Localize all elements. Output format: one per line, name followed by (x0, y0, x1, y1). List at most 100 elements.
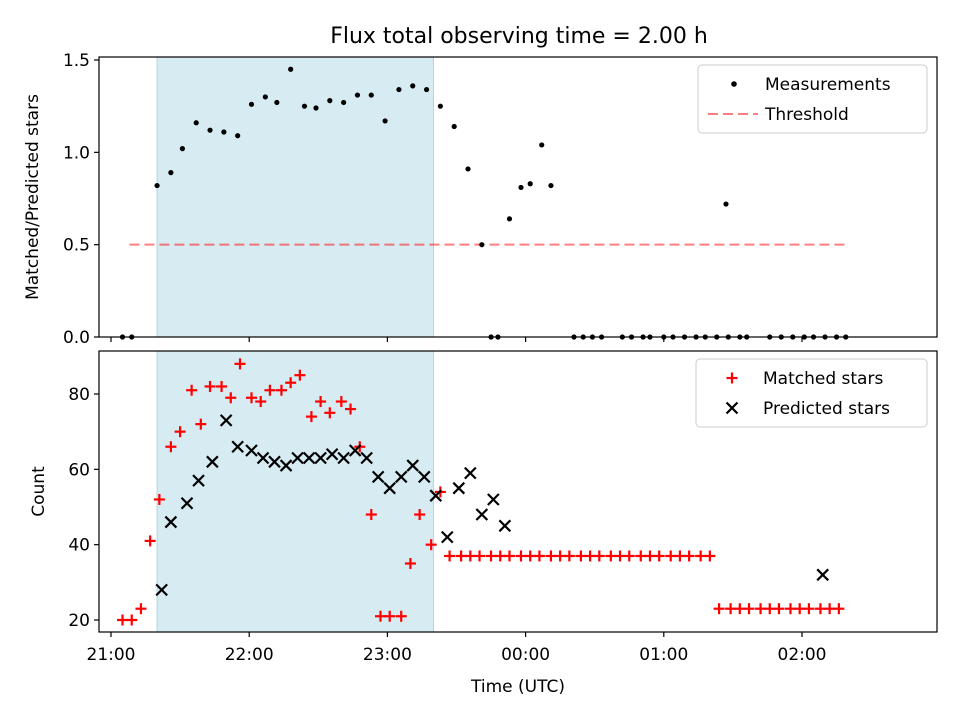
measurement-point (154, 182, 160, 189)
top-y-tick-label: 0.5 (63, 236, 90, 256)
matched-star-point (713, 603, 725, 615)
predicted-star-point (155, 583, 168, 597)
predicted-star-point (279, 459, 293, 472)
predicted-star-point (206, 455, 219, 469)
matched-star-point (246, 392, 258, 404)
measurement-point (313, 105, 319, 111)
matched-star-point (225, 392, 237, 404)
matched-star-point (324, 407, 336, 419)
matched-star-point (255, 396, 267, 408)
measurement-point (354, 92, 361, 98)
predicted-star-point (192, 474, 205, 487)
measurement-point (527, 181, 533, 187)
matched-star-point (285, 377, 297, 389)
measurement-point (235, 133, 241, 139)
measurement-point (368, 92, 374, 98)
predicted-star-point (325, 447, 339, 461)
measurement-point (274, 99, 280, 106)
matched-star-point (784, 603, 796, 615)
matched-star-point (773, 603, 785, 615)
legend-marker (726, 372, 738, 384)
bottom-panel: 20 40 60 80 21:00 22:00 23:00 00:00 01:00 02:00 C… (29, 350, 938, 697)
x-tick-label: 22:00 (225, 645, 274, 665)
bottom-axis-ticks: 20 40 60 80 21:00 22:00 23:00 00:00 01:00 02:00 (68, 385, 826, 665)
predicted-star-point (302, 451, 316, 465)
matched-star-point (485, 550, 497, 562)
legend-box (697, 64, 928, 134)
matched-star-point (404, 558, 416, 569)
matched-star-point (644, 550, 656, 562)
measurement-point (518, 184, 524, 191)
measurement-point (437, 103, 443, 109)
predicted-star-point (487, 493, 500, 506)
matched-star-point (335, 396, 347, 408)
matched-star-point (503, 550, 515, 562)
top-legend: Measurements Threshold (697, 64, 928, 134)
measurement-point (207, 127, 213, 133)
matched-star-point (444, 550, 456, 562)
measurement-point (479, 242, 485, 248)
predicted-star-point (219, 414, 233, 427)
measurement-point (539, 142, 545, 148)
matched-star-point (315, 396, 327, 408)
x-tick-label: 00:00 (501, 645, 550, 665)
matched-star-point (803, 603, 815, 615)
bottom-y-tick-label: 60 (68, 460, 90, 480)
matched-star-point (216, 380, 228, 392)
measurement-point (193, 120, 199, 126)
predicted-star-point (394, 470, 408, 484)
top-y-tick-label: 1.0 (63, 143, 90, 163)
measurement-point (423, 86, 430, 93)
matched-star-point (665, 550, 677, 562)
legend-marker (731, 81, 737, 87)
top-panel: 0.0 0.5 1.0 1.5 Matched/Predicted stars Mea… (23, 51, 938, 348)
matched-star-point (195, 418, 207, 430)
legend-label: Matched stars (763, 369, 883, 389)
matched-star-point (117, 614, 129, 626)
matched-star-point (395, 610, 407, 622)
predicted-star-point (452, 481, 466, 495)
measurement-point (301, 103, 308, 109)
predicted-star-point (429, 489, 443, 502)
predicted-star-point (498, 519, 512, 533)
matched-star-point (144, 535, 156, 547)
predicted-star-point (475, 508, 489, 521)
predicted-star-point (256, 451, 270, 465)
matched-star-point (533, 550, 545, 562)
x-tick-label: 23:00 (363, 645, 412, 665)
measurement-point (548, 182, 554, 189)
predicted-star-point (268, 455, 281, 469)
top-axis-ticks: 0.0 0.5 1.0 1.5 (63, 51, 803, 348)
predicted-star-point (417, 470, 431, 484)
chart-title: Flux total observing time = 2.00 h (330, 24, 708, 49)
matched-star-point (455, 550, 467, 562)
predicted-star-point (360, 451, 373, 465)
matched-star-point (635, 550, 647, 562)
matched-star-point (126, 614, 138, 626)
matched-star-point (683, 550, 695, 562)
matched-star-point (186, 384, 198, 396)
legend-label: Predicted stars (763, 399, 890, 419)
legend-box (695, 358, 928, 428)
predicted-star-point (383, 481, 396, 495)
predicted-star-point (371, 470, 385, 484)
matched-star-point (794, 603, 806, 615)
matched-star-point (494, 550, 506, 562)
bottom-y-tick-label: 20 (68, 611, 90, 631)
matched-star-point (365, 509, 377, 521)
measurement-point (168, 170, 174, 176)
top-y-axis-label: Matched/Predicted stars (23, 94, 43, 300)
matched-star-point (743, 603, 755, 615)
predicted-star-point (337, 451, 350, 465)
measurement-point (248, 101, 255, 107)
predicted-star-point (180, 496, 194, 510)
predicted-star-point (348, 444, 362, 457)
x-tick-label: 02:00 (778, 645, 827, 665)
bottom-axes-frame (98, 350, 938, 633)
matched-star-point (623, 550, 635, 562)
measurement-point (382, 118, 388, 124)
measurement-point (396, 86, 402, 93)
top-y-tick-label: 1.5 (63, 51, 90, 71)
measurement-point (723, 201, 729, 207)
